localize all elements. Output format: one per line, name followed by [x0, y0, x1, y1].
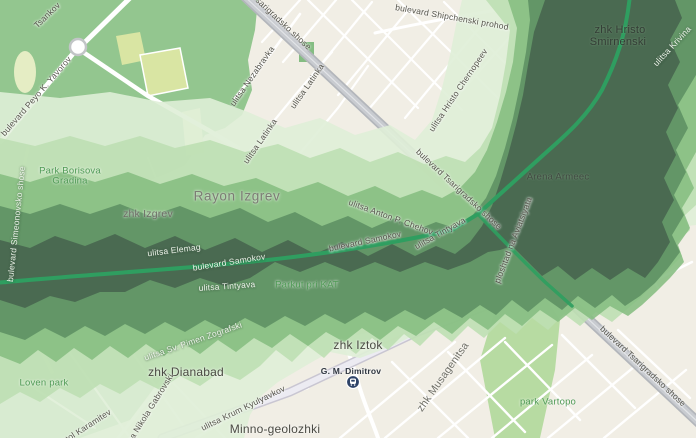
overlay-band-core	[0, 0, 682, 308]
route-line	[0, 0, 632, 308]
metro-station-icon[interactable]	[345, 374, 361, 390]
roundabout-icon	[68, 37, 88, 57]
